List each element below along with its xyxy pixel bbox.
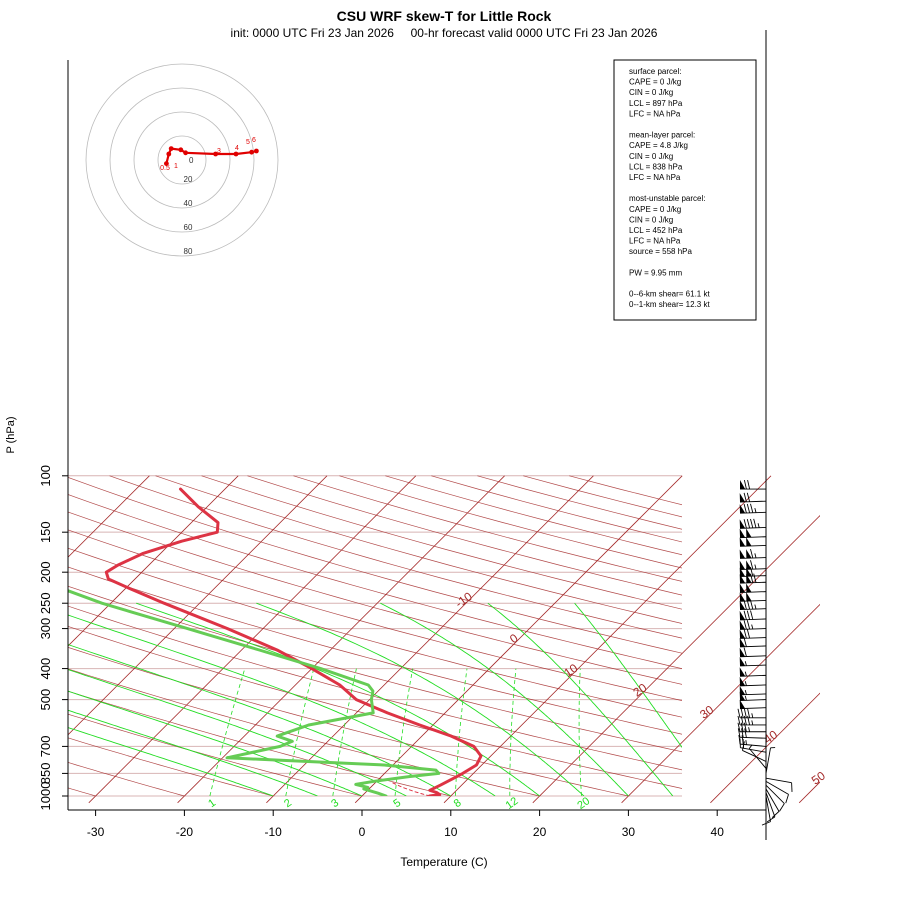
x-tick-label: 0 — [359, 825, 366, 839]
stats-line: CAPE = 0 J/kg — [629, 78, 681, 87]
stats-line: LCL = 838 hPa — [629, 162, 683, 171]
x-tick-label: 10 — [444, 825, 458, 839]
hodograph-point — [183, 150, 188, 155]
wind-barb-half-flag — [746, 740, 747, 745]
stats-line: LFC = NA hPa — [629, 109, 681, 118]
stats-line: source = 558 hPa — [629, 247, 692, 256]
x-tick-label: -30 — [87, 825, 105, 839]
hodograph-height-label: 5 — [246, 139, 250, 146]
stats-line: surface parcel: — [629, 67, 681, 76]
hodograph-height-label: 0.5 — [160, 165, 170, 172]
hodograph-point — [166, 152, 171, 157]
y-tick-label: 400 — [38, 658, 53, 680]
y-tick-label: 250 — [38, 592, 53, 614]
y-tick-label: 500 — [38, 689, 53, 711]
hodograph-ring-label: 60 — [184, 223, 193, 232]
hodograph-point — [178, 147, 183, 152]
stats-line: mean-layer parcel: — [629, 131, 695, 140]
y-axis-label: P (hPa) — [5, 416, 17, 453]
hodograph-origin-label: 0 — [189, 156, 194, 165]
x-tick-label: -10 — [265, 825, 283, 839]
stats-line: CAPE = 4.8 J/kg — [629, 141, 688, 150]
hodograph-height-label: 3 — [217, 148, 221, 155]
y-tick-label: 300 — [38, 618, 53, 640]
hodograph-point — [169, 146, 174, 151]
x-tick-label: 30 — [622, 825, 636, 839]
x-axis-label: Temperature (C) — [400, 855, 487, 869]
x-tick-label: 40 — [711, 825, 725, 839]
hodograph-ring-label: 20 — [184, 175, 193, 184]
y-tick-label: 1000 — [38, 782, 53, 811]
hodograph-height-label: 4 — [235, 145, 239, 152]
hodograph-point — [254, 149, 259, 154]
y-tick-label: 150 — [38, 521, 53, 543]
y-tick-label: 100 — [38, 465, 53, 487]
stats-line: CIN = 0 J/kg — [629, 152, 673, 161]
hodograph-ring-label: 40 — [184, 199, 193, 208]
hodograph-height-label: 6 — [252, 137, 256, 144]
stats-line: LCL = 452 hPa — [629, 226, 683, 235]
chart-subtitle: init: 0000 UTC Fri 23 Jan 2026 00-hr for… — [231, 26, 658, 40]
hodograph-height-label: 1 — [174, 163, 178, 170]
stats-line: LFC = NA hPa — [629, 237, 681, 246]
stats-line: 0--1-km shear= 12.3 kt — [629, 300, 710, 309]
hodograph-point — [249, 150, 254, 155]
stats-line: 0--6-km shear= 61.1 kt — [629, 290, 710, 299]
stats-line: CIN = 0 J/kg — [629, 88, 673, 97]
x-tick-label: 20 — [533, 825, 547, 839]
stats-line: PW = 9.95 mm — [629, 268, 682, 277]
stats-line: CIN = 0 J/kg — [629, 215, 673, 224]
y-tick-label: 700 — [38, 736, 53, 758]
hodograph-ring-label: 80 — [184, 247, 193, 256]
x-tick-label: -20 — [176, 825, 194, 839]
stats-line: CAPE = 0 J/kg — [629, 205, 681, 214]
hodograph-point — [234, 152, 239, 157]
y-tick-label: 200 — [38, 561, 53, 583]
stats-line: LFC = NA hPa — [629, 173, 681, 182]
stats-line: most-unstable parcel: — [629, 194, 705, 203]
stats-line: LCL = 897 hPa — [629, 99, 683, 108]
y-tick-label: 850 — [38, 763, 53, 785]
chart-title: CSU WRF skew-T for Little Rock — [337, 8, 552, 24]
